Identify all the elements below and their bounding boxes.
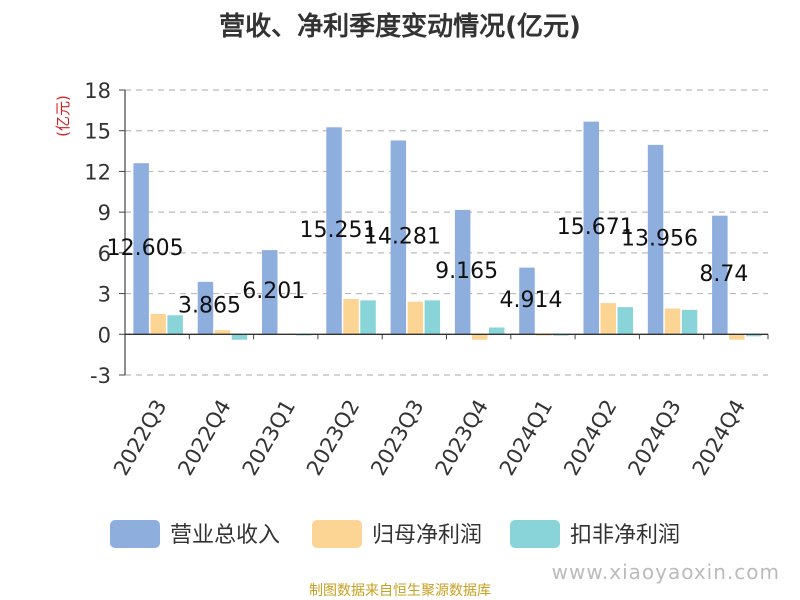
bar-revenue (326, 127, 342, 335)
y-tick-label: -3 (90, 364, 111, 388)
bar-deducted-net-profit (681, 309, 698, 335)
data-label: 14.281 (364, 224, 441, 249)
bar-deducted-net-profit (746, 334, 762, 337)
x-tick-label: 2024Q1 (495, 396, 557, 480)
y-tick-label: 15 (84, 120, 111, 144)
bar-revenue (454, 209, 471, 335)
bar-net-profit (150, 313, 166, 335)
y-tick-label: 18 (84, 79, 111, 103)
x-tick-label: 2023Q4 (431, 396, 493, 480)
watermark: www.xiaoyaoxin.com (551, 560, 780, 584)
bar-net-profit (407, 301, 424, 335)
data-label: 15.251 (300, 218, 377, 243)
bar-net-profit (343, 299, 359, 335)
bar-revenue (583, 121, 599, 335)
bar-revenue (647, 144, 664, 335)
y-tick-label: 6 (98, 242, 111, 266)
x-tick-label: 2022Q3 (109, 396, 171, 480)
data-source-note: 制图数据来自恒生聚源数据库 (309, 583, 491, 599)
x-tick-label: 2023Q1 (238, 396, 300, 480)
bar-revenue (390, 140, 407, 335)
data-label: 4.914 (499, 288, 562, 313)
x-tick-label: 2022Q4 (173, 396, 235, 480)
bar-deducted-net-profit (617, 307, 633, 335)
x-tick-label: 2023Q2 (302, 396, 364, 480)
bar-revenue (197, 281, 214, 335)
bar-deducted-net-profit (360, 300, 376, 335)
bar-deducted-net-profit (488, 327, 505, 335)
legend-swatch (510, 520, 560, 548)
bar-net-profit (214, 330, 231, 335)
chart-title: 营收、净利季度变动情况(亿元) (219, 12, 581, 42)
data-label: 8.74 (699, 262, 748, 287)
bar-deducted-net-profit (424, 300, 441, 335)
bar-deducted-net-profit (167, 315, 183, 335)
bar-revenue (133, 163, 149, 335)
legend-swatch (110, 520, 160, 548)
bar-net-profit (664, 308, 681, 335)
data-label: 15.671 (557, 215, 634, 240)
x-tick-label: 2024Q2 (559, 396, 621, 480)
bar-revenue (712, 215, 728, 335)
y-tick-label: 12 (84, 160, 111, 184)
data-label: 9.165 (435, 259, 498, 284)
bar-net-profit (729, 334, 745, 340)
bar-revenue (519, 267, 535, 335)
legend-label: 营业总收入 (170, 523, 280, 548)
y-tick-label: 3 (98, 283, 111, 307)
x-tick-label: 2024Q3 (623, 396, 685, 480)
x-tick-label: 2023Q3 (366, 396, 428, 480)
data-label: 12.605 (107, 236, 184, 261)
x-tick-label: 2024Q4 (688, 396, 750, 480)
legend-swatch (312, 520, 362, 548)
bar-net-profit (600, 303, 616, 335)
y-tick-label: 0 (98, 323, 111, 347)
legend-label: 归母净利润 (372, 523, 482, 548)
y-tick-label: 9 (98, 201, 111, 225)
bar-deducted-net-profit (231, 334, 248, 340)
bar-net-profit (471, 334, 488, 340)
data-label: 6.201 (242, 279, 305, 304)
y-axis-label: (亿元) (54, 95, 72, 137)
bar-revenue (262, 250, 278, 335)
legend-label: 扣非净利润 (570, 523, 680, 548)
data-label: 13.956 (621, 227, 698, 252)
data-label: 3.865 (178, 293, 241, 318)
